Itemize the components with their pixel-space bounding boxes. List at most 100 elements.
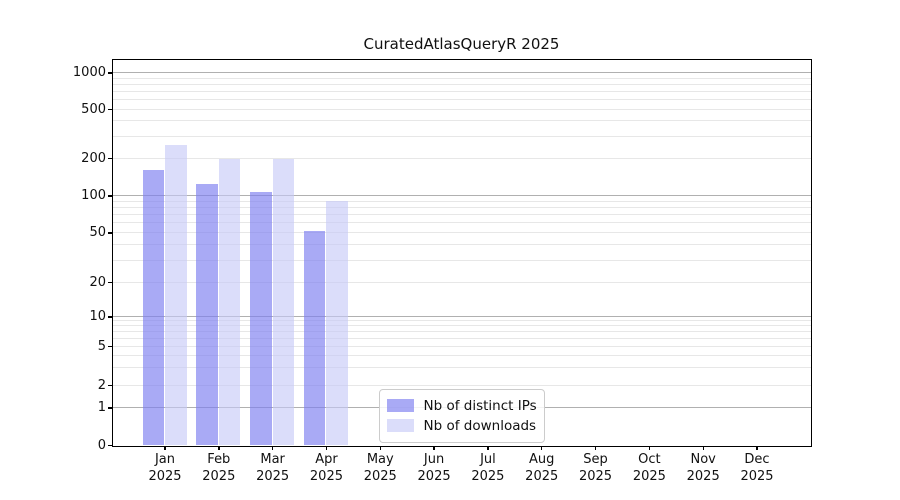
minor-gridline [112,325,811,327]
y-tick-mark [108,232,113,234]
y-tick-label-1: 1 [97,400,106,415]
minor-gridline [112,232,811,233]
major-gridline [112,72,811,73]
bar-feb-downloads [218,158,241,445]
x-tick-month: Dec [744,452,770,467]
legend-swatch-distinct-ips [386,399,414,412]
y-axis-labels: 0 1 2 5 10 20 50 100 200 500 1000 [0,0,106,500]
major-gridline [112,195,811,196]
y-tick-label-500: 500 [81,101,106,117]
y-tick-mark [108,384,113,387]
bars-layer [113,60,811,447]
x-tick-label-aug: Aug 2025 [510,451,574,485]
y-tick-label-5: 5 [97,338,106,354]
minor-gridline [112,354,811,356]
x-tick-year: 2025 [471,469,505,484]
y-tick-mark [108,157,113,160]
x-tick-mark [379,445,381,450]
x-tick-label-dec: Dec 2025 [725,451,789,485]
y-tick-mark [108,444,113,447]
major-gridline [112,316,811,317]
x-tick-label-nov: Nov 2025 [671,451,735,485]
bar-mar-distinct-ips [250,191,272,445]
legend-item-distinct-ips: Nb of distinct IPs [386,396,537,416]
minor-gridline [112,384,811,386]
x-tick-month: Jan [154,452,176,467]
x-tick-year: 2025 [363,469,397,484]
y-tick-label-0: 0 [97,437,106,453]
x-tick-label-jul: Jul 2025 [456,451,520,485]
bar-apr-distinct-ips [303,231,326,445]
y-tick-mark [108,72,113,74]
y-tick-mark [108,407,113,409]
x-tick-mark [648,445,651,450]
minor-gridline [112,98,811,100]
x-tick-label-apr: Apr 2025 [294,451,358,485]
x-tick-month: Jul [480,452,496,467]
x-tick-month: Sep [583,452,608,467]
x-tick-year: 2025 [202,469,236,484]
x-tick-label-mar: Mar 2025 [241,451,305,485]
x-tick-mark [433,445,435,450]
x-tick-year: 2025 [309,469,343,484]
y-tick-mark [108,195,113,197]
bar-apr-downloads [326,201,348,445]
x-tick-month: May [366,452,394,467]
x-tick-year: 2025 [525,469,559,484]
grid-layer [112,60,811,447]
x-tick-label-sep: Sep 2025 [564,451,628,485]
minor-gridline [112,331,811,333]
x-tick-month: Aug [529,452,555,467]
x-tick-mark [487,445,489,450]
x-tick-year: 2025 [686,469,720,484]
minor-gridline [112,244,811,246]
x-tick-year: 2025 [578,469,613,484]
y-tick-label-10: 10 [89,309,106,324]
y-tick-label-100: 100 [81,188,106,203]
x-tick-label-may: May 2025 [348,451,412,485]
y-tick-mark [108,316,113,318]
minor-gridline [112,320,811,322]
minor-gridline [112,345,811,347]
x-tick-year: 2025 [740,469,774,484]
y-tick-label-200: 200 [81,150,106,166]
chart-title: CuratedAtlasQueryR 2025 [363,35,560,53]
x-tick-year: 2025 [256,469,290,484]
x-tick-mark [272,445,274,450]
bar-feb-distinct-ips [196,184,218,445]
x-tick-month: Apr [315,452,338,467]
x-tick-label-feb: Feb 2025 [187,451,251,485]
x-tick-mark [756,445,758,450]
x-tick-mark [594,445,597,450]
x-tick-label-jun: Jun 2025 [402,451,466,485]
legend-swatch-downloads [386,419,414,432]
x-tick-year: 2025 [417,469,451,484]
x-tick-month: Jun [423,452,445,467]
y-tick-label-1000: 1000 [72,65,106,80]
x-tick-year: 2025 [632,469,666,484]
legend-label-distinct-ips: Nb of distinct IPs [423,397,537,414]
y-tick-label-2: 2 [97,377,106,393]
minor-gridline [112,222,811,224]
minor-gridline [112,200,811,202]
x-tick-mark [541,445,543,450]
x-tick-month: Nov [690,452,716,467]
legend: Nb of distinct IPs Nb of downloads [378,388,545,443]
minor-gridline [112,367,811,369]
minor-gridline [112,259,811,261]
minor-gridline [112,90,811,92]
y-tick-mark [108,345,113,348]
x-tick-label-jan: Jan 2025 [133,451,197,485]
plot-area: Nb of distinct IPs Nb of downloads [111,58,812,447]
bar-jan-downloads [165,145,187,445]
x-tick-month: Feb [207,452,231,467]
x-tick-mark [325,445,328,450]
bar-jan-distinct-ips [142,170,164,445]
minor-gridline [112,108,811,110]
x-tick-year: 2025 [148,469,182,484]
y-tick-mark [108,108,113,111]
minor-gridline [112,83,811,85]
x-tick-mark [218,445,220,450]
minor-gridline [112,206,811,208]
minor-gridline [112,135,811,137]
